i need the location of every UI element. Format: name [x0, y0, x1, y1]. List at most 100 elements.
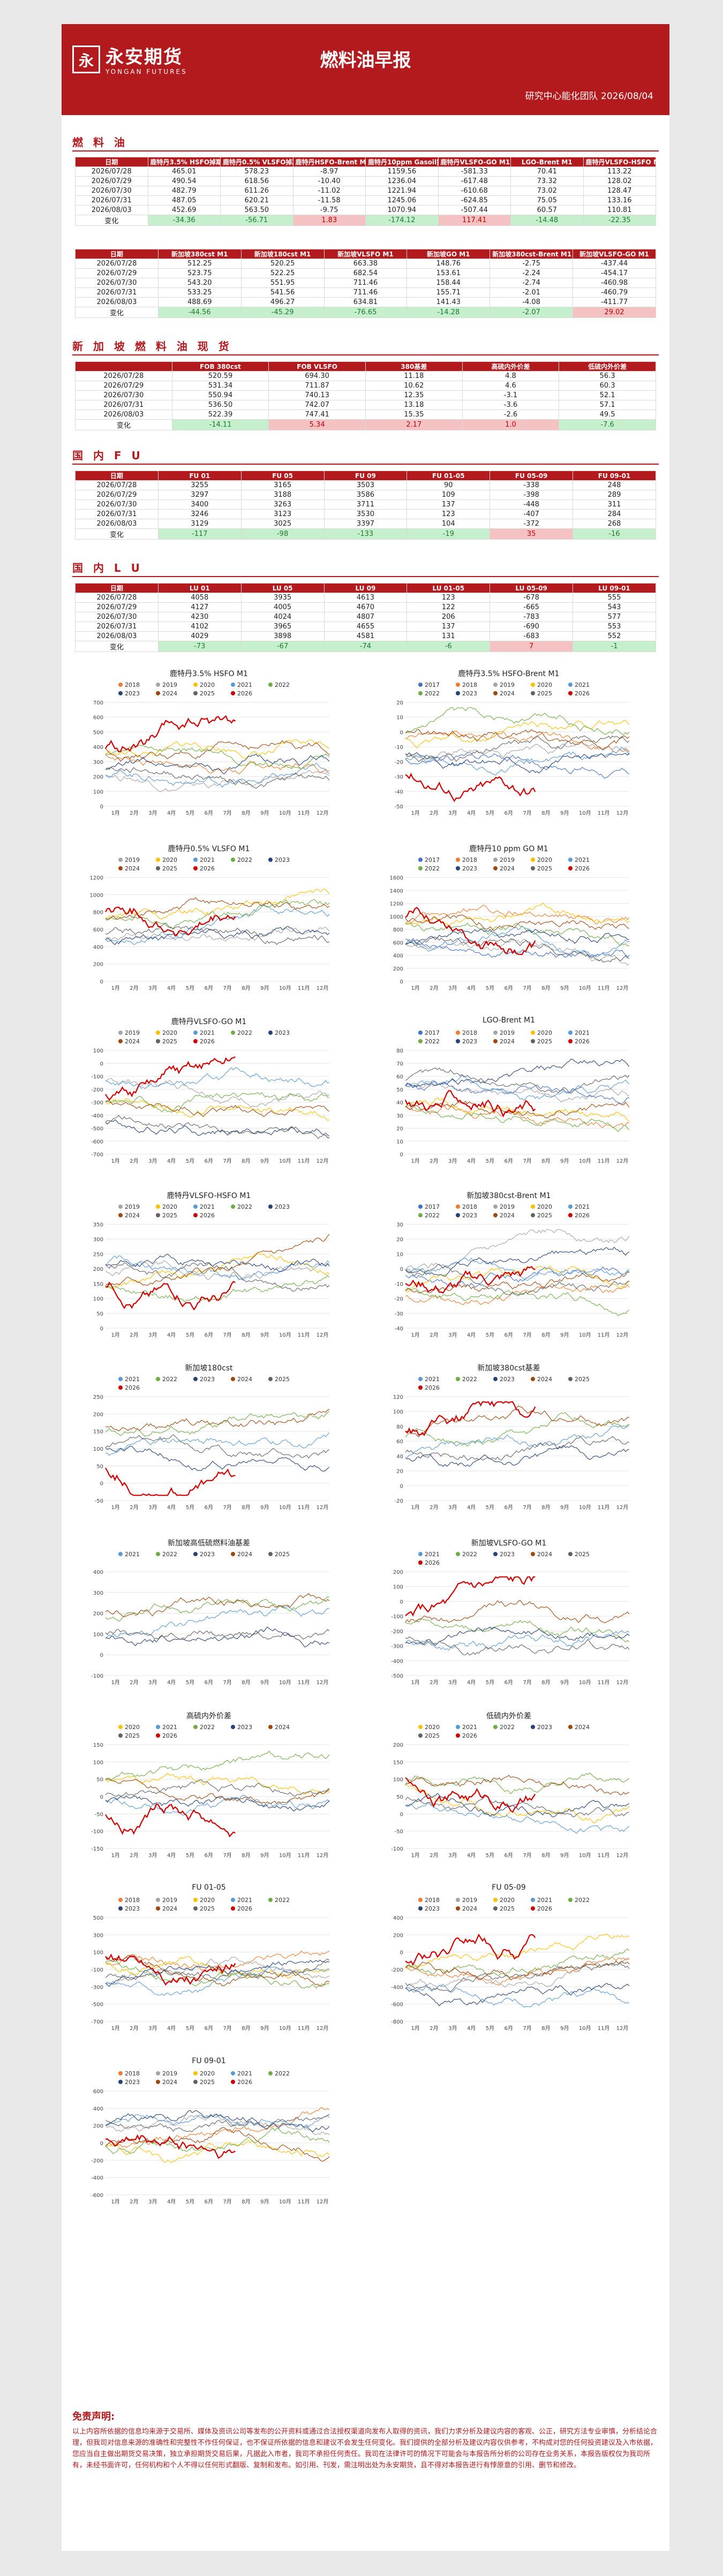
legend-label: 2025 [200, 690, 215, 697]
legend-marker [493, 683, 498, 687]
table-cell: 4127 [157, 602, 242, 612]
series-line [105, 1605, 330, 1639]
table-cell: FU 01 [157, 471, 242, 481]
chart: 鹿特丹3.5% HSFO M1 2018 2019 2020 2021 2022 2023 2… [83, 668, 335, 829]
x-tick-label: 12月 [317, 2025, 329, 2032]
y-tick-label: 800 [93, 910, 103, 916]
x-tick-label: 1月 [111, 2025, 119, 2032]
series-line [405, 1271, 630, 1293]
table-cell: 鹿特丹10ppm Gasoil掉期 M1 [365, 157, 439, 167]
table-cell: 52.1 [559, 390, 656, 400]
chart-title: 鹿特丹3.5% HSFO-Brent M1 [458, 670, 560, 678]
table-header-row: 日期 LU 01 LU 05 LU 09 LU 01-05 LU 05-09 LU 09-0… [75, 583, 656, 593]
x-tick-label: 9月 [560, 810, 569, 816]
legend-marker [456, 1552, 460, 1556]
x-tick-label: 7月 [223, 2025, 231, 2032]
x-tick-label: 4月 [467, 1504, 476, 1511]
y-tick-label: 200 [93, 962, 103, 968]
series-line [405, 1103, 630, 1132]
y-tick-label: -20 [395, 760, 403, 766]
y-tick-label: -100 [91, 1074, 103, 1080]
legend-label: 2021 [425, 1551, 440, 1558]
series-line [105, 1779, 330, 1797]
series-line [105, 1255, 330, 1281]
legend-marker [456, 691, 460, 695]
series-line [405, 1802, 630, 1834]
chart-svg: 2020 2021 2022 2023 2024 2025 2026 200 150 100 50 0… [391, 1724, 630, 1859]
x-tick-label: 3月 [448, 1504, 457, 1511]
x-tick-label: 12月 [616, 810, 629, 816]
legend-label: 2022 [425, 1212, 440, 1219]
legend-label: 2025 [162, 865, 177, 872]
table-cell: 3188 [240, 490, 325, 500]
table-cell: 2026/07/30 [75, 186, 148, 196]
legend-marker [568, 1377, 573, 1381]
series-line [105, 1115, 330, 1139]
legend-label: 2021 [575, 1203, 590, 1210]
table-cell: -454.17 [573, 268, 656, 278]
x-tick-label: 5月 [186, 1332, 194, 1338]
chart: 新加坡VLSFO-GO M1 2021 2022 2023 2024 2025 2026 20… [383, 1537, 635, 1698]
table-cell: FU 05-09 [489, 471, 574, 481]
legend-marker [418, 1906, 423, 1911]
y-tick-label: -100 [91, 1967, 103, 1973]
series-line [105, 2113, 330, 2127]
table-cell: 496.27 [240, 297, 325, 307]
x-tick-label: 3月 [148, 1332, 157, 1338]
table-cell: 1221.94 [365, 186, 439, 196]
x-tick-label: 2月 [430, 1158, 438, 1164]
table-cell: 2026/08/03 [75, 410, 172, 420]
table-cell: -2.6 [462, 410, 560, 420]
legend-label: 2023 [237, 1724, 252, 1731]
table-row: 2026/07/28 512.25 520.25 663.38 148.76 -2.75-… [75, 259, 656, 269]
table-cell: 3503 [323, 480, 408, 490]
table-cell: 248 [573, 480, 656, 490]
table-cell: 4230 [157, 612, 242, 622]
series-line [405, 1081, 629, 1104]
table-cell: 553 [573, 622, 656, 632]
table-cell: 694.30 [268, 371, 366, 381]
table-cell: -2.07 [489, 307, 574, 318]
legend-label: 2021 [200, 1029, 215, 1036]
y-tick-label: 0 [100, 979, 103, 985]
x-tick-label: 2月 [430, 810, 438, 816]
y-tick-label: -10 [395, 745, 403, 751]
table-cell: 3935 [240, 593, 325, 603]
table-cell: 日期 [75, 583, 159, 593]
legend-label: 2020 [200, 2070, 215, 2077]
table-cell: -133 [323, 528, 408, 540]
y-tick-label: 1400 [390, 888, 403, 894]
y-tick-label: -100 [391, 1846, 403, 1852]
table-cell: 1236.04 [365, 176, 439, 186]
table-cell: 4.6 [462, 381, 560, 391]
series-line [405, 746, 630, 776]
legend-label: 2021 [575, 857, 590, 863]
table-cell: FU 05 [240, 471, 325, 481]
table-cell: -2.01 [489, 287, 574, 298]
table-cell: 123 [406, 593, 491, 603]
chart-title: 鹿特丹VLSFO-HSFO M1 [167, 1192, 251, 1200]
legend-marker [493, 1898, 498, 1902]
x-tick-label: 9月 [260, 1852, 269, 1859]
x-tick-label: 3月 [148, 1852, 157, 1859]
y-tick-label: 1000 [390, 914, 403, 920]
series-line [105, 1119, 330, 1139]
legend-marker [193, 858, 198, 862]
x-tick-label: 10月 [279, 985, 291, 991]
legend-label: 2020 [425, 1724, 440, 1731]
legend-label: 2024 [462, 1905, 477, 1912]
x-tick-label: 1月 [411, 985, 419, 991]
legend-label: 2025 [125, 1732, 140, 1739]
y-tick-label: -200 [91, 1087, 103, 1093]
legend-marker [418, 858, 423, 862]
table-cell: LU 01 [157, 583, 242, 593]
y-tick-label: 400 [93, 2106, 103, 2112]
table-cell: 高硫内外价差 [462, 361, 560, 372]
legend-label: 2022 [425, 690, 440, 697]
legend-marker [531, 1039, 535, 1043]
table-cell: 541.56 [240, 287, 325, 298]
legend-marker [456, 1031, 460, 1035]
chart-title: LGO-Brent M1 [482, 1016, 536, 1025]
y-tick-label: 300 [93, 1590, 103, 1596]
table-cell: FOB 380cst [171, 361, 269, 372]
